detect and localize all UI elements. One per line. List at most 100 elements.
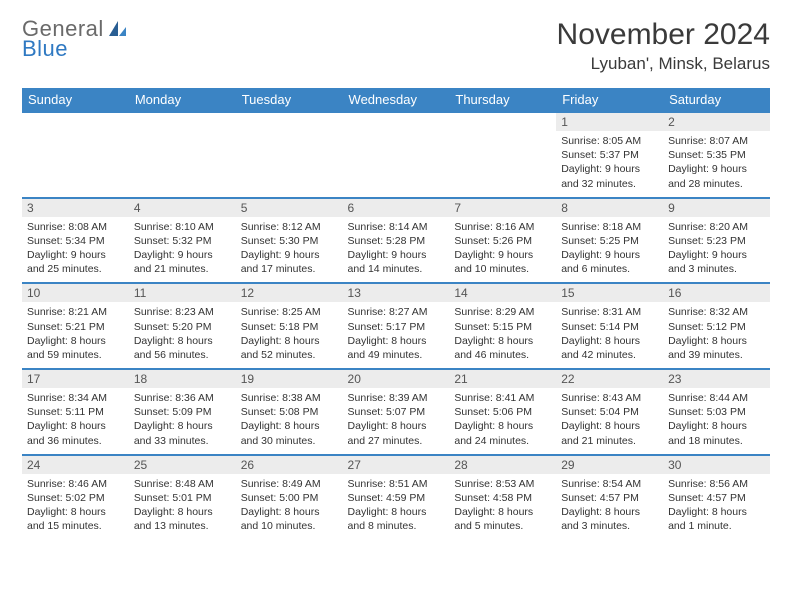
dow-monday: Monday [129, 88, 236, 112]
day-cell: 25Sunrise: 8:48 AMSunset: 5:01 PMDayligh… [129, 455, 236, 540]
day-sr: Sunrise: 8:48 AM [134, 477, 231, 491]
location-label: Lyuban', Minsk, Belarus [557, 54, 770, 74]
calendar-table: Sunday Monday Tuesday Wednesday Thursday… [22, 88, 770, 539]
day-cell: 1Sunrise: 8:05 AMSunset: 5:37 PMDaylight… [556, 112, 663, 198]
day-cell: 3Sunrise: 8:08 AMSunset: 5:34 PMDaylight… [22, 198, 129, 284]
day-sr: Sunrise: 8:08 AM [27, 220, 124, 234]
dow-tuesday: Tuesday [236, 88, 343, 112]
day-dl: Daylight: 8 hours and 56 minutes. [134, 334, 231, 362]
day-ss: Sunset: 5:14 PM [561, 320, 658, 334]
day-number: 16 [663, 284, 770, 302]
day-cell: 24Sunrise: 8:46 AMSunset: 5:02 PMDayligh… [22, 455, 129, 540]
day-ss: Sunset: 5:21 PM [27, 320, 124, 334]
day-sr: Sunrise: 8:44 AM [668, 391, 765, 405]
day-cell: 7Sunrise: 8:16 AMSunset: 5:26 PMDaylight… [449, 198, 556, 284]
day-body: Sunrise: 8:08 AMSunset: 5:34 PMDaylight:… [22, 217, 129, 283]
day-sr: Sunrise: 8:14 AM [348, 220, 445, 234]
day-sr: Sunrise: 8:16 AM [454, 220, 551, 234]
day-ss: Sunset: 5:35 PM [668, 148, 765, 162]
day-sr: Sunrise: 8:18 AM [561, 220, 658, 234]
sail-icon [107, 19, 127, 39]
day-number: 4 [129, 199, 236, 217]
day-ss: Sunset: 5:32 PM [134, 234, 231, 248]
day-number: 28 [449, 456, 556, 474]
day-body: Sunrise: 8:56 AMSunset: 4:57 PMDaylight:… [663, 474, 770, 540]
title-block: November 2024 Lyuban', Minsk, Belarus [557, 18, 770, 74]
day-ss: Sunset: 5:02 PM [27, 491, 124, 505]
day-cell [236, 112, 343, 198]
dow-thursday: Thursday [449, 88, 556, 112]
week-row: 3Sunrise: 8:08 AMSunset: 5:34 PMDaylight… [22, 198, 770, 284]
day-cell: 14Sunrise: 8:29 AMSunset: 5:15 PMDayligh… [449, 283, 556, 369]
day-dl: Daylight: 8 hours and 3 minutes. [561, 505, 658, 533]
day-number: 12 [236, 284, 343, 302]
day-sr: Sunrise: 8:49 AM [241, 477, 338, 491]
page-header: General Blue November 2024 Lyuban', Mins… [22, 18, 770, 74]
day-cell: 9Sunrise: 8:20 AMSunset: 5:23 PMDaylight… [663, 198, 770, 284]
day-dl: Daylight: 9 hours and 6 minutes. [561, 248, 658, 276]
day-body: Sunrise: 8:25 AMSunset: 5:18 PMDaylight:… [236, 302, 343, 368]
day-body: Sunrise: 8:23 AMSunset: 5:20 PMDaylight:… [129, 302, 236, 368]
day-number: 2 [663, 113, 770, 131]
day-sr: Sunrise: 8:39 AM [348, 391, 445, 405]
week-row: 1Sunrise: 8:05 AMSunset: 5:37 PMDaylight… [22, 112, 770, 198]
day-body: Sunrise: 8:16 AMSunset: 5:26 PMDaylight:… [449, 217, 556, 283]
day-ss: Sunset: 5:30 PM [241, 234, 338, 248]
day-body: Sunrise: 8:10 AMSunset: 5:32 PMDaylight:… [129, 217, 236, 283]
day-sr: Sunrise: 8:38 AM [241, 391, 338, 405]
day-cell: 18Sunrise: 8:36 AMSunset: 5:09 PMDayligh… [129, 369, 236, 455]
day-number: 15 [556, 284, 663, 302]
dow-friday: Friday [556, 88, 663, 112]
day-ss: Sunset: 5:01 PM [134, 491, 231, 505]
day-sr: Sunrise: 8:23 AM [134, 305, 231, 319]
day-dl: Daylight: 8 hours and 52 minutes. [241, 334, 338, 362]
day-dl: Daylight: 8 hours and 36 minutes. [27, 419, 124, 447]
day-dl: Daylight: 8 hours and 15 minutes. [27, 505, 124, 533]
day-dl: Daylight: 8 hours and 1 minute. [668, 505, 765, 533]
day-sr: Sunrise: 8:32 AM [668, 305, 765, 319]
day-body: Sunrise: 8:53 AMSunset: 4:58 PMDaylight:… [449, 474, 556, 540]
day-body: Sunrise: 8:05 AMSunset: 5:37 PMDaylight:… [556, 131, 663, 197]
day-cell [449, 112, 556, 198]
day-number: 23 [663, 370, 770, 388]
day-dl: Daylight: 8 hours and 49 minutes. [348, 334, 445, 362]
day-ss: Sunset: 5:23 PM [668, 234, 765, 248]
day-ss: Sunset: 5:20 PM [134, 320, 231, 334]
day-cell: 2Sunrise: 8:07 AMSunset: 5:35 PMDaylight… [663, 112, 770, 198]
day-number: 1 [556, 113, 663, 131]
day-ss: Sunset: 5:11 PM [27, 405, 124, 419]
day-cell: 20Sunrise: 8:39 AMSunset: 5:07 PMDayligh… [343, 369, 450, 455]
day-ss: Sunset: 5:26 PM [454, 234, 551, 248]
day-body: Sunrise: 8:41 AMSunset: 5:06 PMDaylight:… [449, 388, 556, 454]
day-cell: 23Sunrise: 8:44 AMSunset: 5:03 PMDayligh… [663, 369, 770, 455]
day-number: 10 [22, 284, 129, 302]
day-sr: Sunrise: 8:41 AM [454, 391, 551, 405]
day-cell: 8Sunrise: 8:18 AMSunset: 5:25 PMDaylight… [556, 198, 663, 284]
day-body: Sunrise: 8:36 AMSunset: 5:09 PMDaylight:… [129, 388, 236, 454]
day-sr: Sunrise: 8:12 AM [241, 220, 338, 234]
day-body [236, 117, 343, 175]
day-body [343, 117, 450, 175]
day-cell: 17Sunrise: 8:34 AMSunset: 5:11 PMDayligh… [22, 369, 129, 455]
day-sr: Sunrise: 8:29 AM [454, 305, 551, 319]
day-body: Sunrise: 8:38 AMSunset: 5:08 PMDaylight:… [236, 388, 343, 454]
month-title: November 2024 [557, 18, 770, 52]
dow-row: Sunday Monday Tuesday Wednesday Thursday… [22, 88, 770, 112]
day-number: 18 [129, 370, 236, 388]
day-sr: Sunrise: 8:27 AM [348, 305, 445, 319]
day-ss: Sunset: 5:18 PM [241, 320, 338, 334]
dow-wednesday: Wednesday [343, 88, 450, 112]
day-ss: Sunset: 5:00 PM [241, 491, 338, 505]
day-ss: Sunset: 5:37 PM [561, 148, 658, 162]
day-dl: Daylight: 8 hours and 24 minutes. [454, 419, 551, 447]
day-cell [343, 112, 450, 198]
day-cell: 16Sunrise: 8:32 AMSunset: 5:12 PMDayligh… [663, 283, 770, 369]
day-body: Sunrise: 8:21 AMSunset: 5:21 PMDaylight:… [22, 302, 129, 368]
day-sr: Sunrise: 8:54 AM [561, 477, 658, 491]
brand-word-2: Blue [22, 38, 127, 60]
day-body [129, 117, 236, 175]
week-row: 10Sunrise: 8:21 AMSunset: 5:21 PMDayligh… [22, 283, 770, 369]
day-number: 11 [129, 284, 236, 302]
day-ss: Sunset: 5:03 PM [668, 405, 765, 419]
calendar-page: General Blue November 2024 Lyuban', Mins… [0, 0, 792, 549]
